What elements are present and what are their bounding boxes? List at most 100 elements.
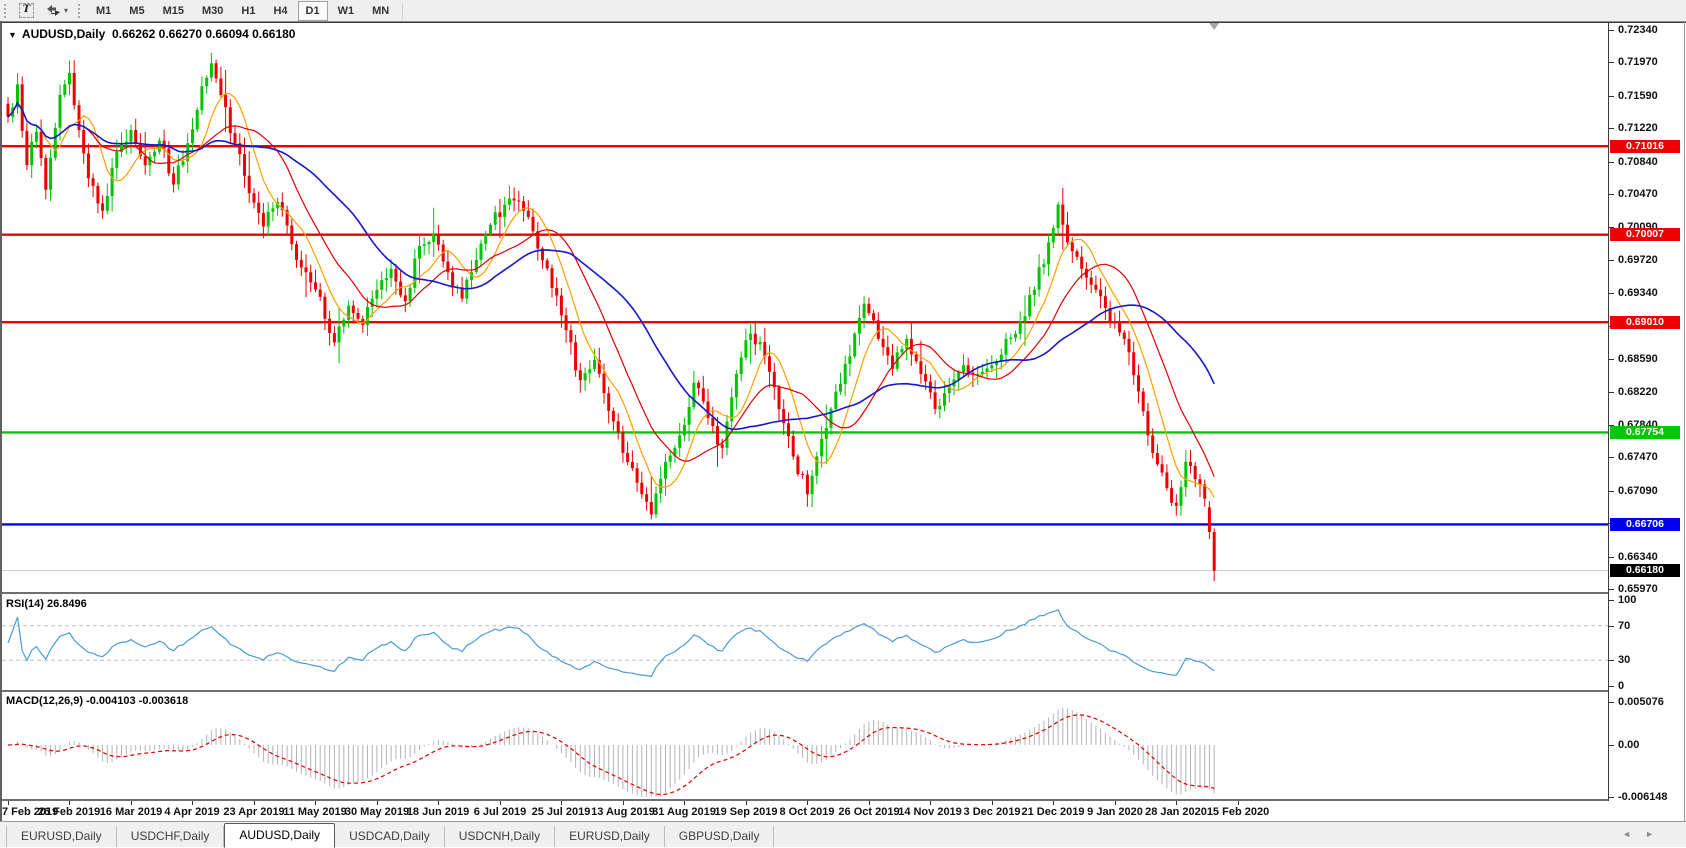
macd-axis-label: 0.005076 [1618,696,1664,708]
chart-tab-audusd[interactable]: AUDUSD,Daily [224,823,336,848]
price-axis-label: 0.71220 [1618,122,1658,134]
date-axis-tick [623,801,624,805]
toolbar-grip[interactable] [78,3,83,18]
rsi-axis-tick [1609,600,1614,601]
tab-scroll-arrows: ◄► [1622,829,1668,839]
price-axis-label: 0.67470 [1618,451,1658,463]
rsi-axis-label: 0 [1618,680,1625,692]
timeframe-button-m15[interactable]: M15 [162,4,184,17]
price-axis-label: 0.69340 [1618,287,1658,299]
price-axis-tick [1609,128,1614,129]
price-axis-label: 0.67090 [1618,485,1658,497]
date-axis-tick [131,801,132,805]
price-axis-tick [1609,425,1614,426]
date-axis-tick [1115,801,1116,805]
window-border-right [1684,21,1685,821]
date-axis-tick [1053,801,1054,805]
date-axis-label: 8 Oct 2019 [779,806,835,818]
price-axis-label: 0.70470 [1618,188,1658,200]
style-tool-button[interactable]: ▾ [42,1,72,21]
rsi-axis-tick [1609,660,1614,661]
timeframe-button-m5[interactable]: M5 [129,4,145,17]
price-axis-separator [1608,21,1609,801]
timeframe-button-m30[interactable]: M30 [201,4,224,17]
macd-axis-tick [1609,702,1614,703]
price-axis-tick [1609,194,1614,195]
price-axis-tick [1609,557,1614,558]
date-axis-tick [746,801,747,805]
window-border-left [0,21,2,821]
date-axis-label: 11 May 2019 [283,806,347,818]
price-axis-label: 0.72340 [1618,24,1658,36]
date-axis-label: 3 Dec 2019 [963,806,1021,818]
price-axis-tick [1609,293,1614,294]
level-price-label: 0.67754 [1610,426,1680,439]
date-axis-label: 6 Jul 2019 [473,806,527,818]
price-axis-tick [1609,62,1614,63]
date-axis-label: 16 Mar 2019 [99,806,163,818]
price-axis-tick [1609,260,1614,261]
chart-tabs: EURUSD,Daily USDCHF,Daily AUDUSD,Daily USDC… [6,823,775,848]
timeframe-button-m1[interactable]: M1 [96,4,112,17]
timeframe-button-h1[interactable]: H1 [241,4,256,17]
timeframe-button-h4[interactable]: H4 [273,4,288,17]
date-axis-label: 18 Jun 2019 [406,806,470,818]
level-price-label: 0.66706 [1610,518,1680,531]
rsi-axis-tick [1609,686,1614,687]
timeframe-button-group: M1 M5 M15 M30 H1 H4 D1 W1 MN [87,0,398,21]
rsi-axis-label: 100 [1618,594,1637,606]
date-axis-label: 25 Jul 2019 [531,806,591,818]
price-axis-label: 0.70840 [1618,156,1658,168]
dropdown-caret-icon: ▾ [64,6,69,15]
date-axis-label: 13 Aug 2019 [591,806,655,818]
macd-axis-label: -0.006148 [1618,791,1668,803]
date-axis-label: 4 Apr 2019 [164,806,220,818]
macd-axis-label: 0.00 [1618,739,1640,751]
date-axis-label: 21 Dec 2019 [1021,806,1085,818]
rsi-axis-label: 70 [1618,620,1631,632]
chart-tab-gbpusd[interactable]: GBPUSD,Daily [665,826,775,847]
date-axis-tick [869,801,870,805]
price-axis-tick [1609,491,1614,492]
toolbar-separator [402,2,404,19]
text-tool-button[interactable]: T [15,1,38,21]
date-axis-label: 28 Jan 2020 [1145,806,1207,818]
level-price-label: 0.71016 [1610,140,1680,153]
date-axis-label: 23 Apr 2019 [223,806,285,818]
date-axis-label: 15 Feb 2020 [1206,806,1270,818]
collapse-arrow-icon[interactable]: ▼ [8,30,17,40]
date-axis-tick [807,801,808,805]
panel-separator-rsi[interactable] [0,592,1609,594]
chart-tab-eurusd[interactable]: EURUSD,Daily [555,826,665,847]
panel-separator-macd[interactable] [0,690,1609,692]
date-axis-label: 7 Feb 2019 [2,806,59,818]
tab-scroll-left-icon[interactable]: ◄ [1622,829,1646,839]
date-axis-label: 31 Aug 2019 [652,806,716,818]
timeframe-button-w1[interactable]: W1 [337,4,355,17]
date-axis-label: 26 Oct 2019 [838,806,900,818]
date-axis-tick [377,801,378,805]
rsi-axis-label: 30 [1618,654,1631,666]
date-axis-tick [992,801,993,805]
timeframe-button-mn[interactable]: MN [372,4,390,17]
chart-symbol-period: AUDUSD,Daily [21,27,106,41]
date-axis-tick [1238,801,1239,805]
chart-tab-usdchf[interactable]: USDCHF,Daily [117,826,225,847]
date-axis-label: 19 Sep 2019 [714,806,778,818]
date-axis-tick [254,801,255,805]
price-axis-tick [1609,457,1614,458]
tab-scroll-right-icon[interactable]: ► [1645,829,1668,839]
date-axis-label: 9 Jan 2020 [1087,806,1143,818]
timeframe-button-d1[interactable]: D1 [297,0,328,21]
chart-ohlc-values: 0.66262 0.66270 0.66094 0.66180 [111,27,296,41]
toolbar-grip[interactable] [4,3,9,18]
price-axis-tick [1609,162,1614,163]
date-axis-label: 14 Nov 2019 [898,806,962,818]
date-axis-tick [684,801,685,805]
chart-tab-eurusd[interactable]: EURUSD,Daily [6,826,117,847]
text-tool-icon: T [19,3,34,18]
chart-tab-usdcad[interactable]: USDCAD,Daily [335,826,445,847]
chart-tab-usdcnh[interactable]: USDCNH,Daily [445,826,556,847]
date-axis-tick [192,801,193,805]
